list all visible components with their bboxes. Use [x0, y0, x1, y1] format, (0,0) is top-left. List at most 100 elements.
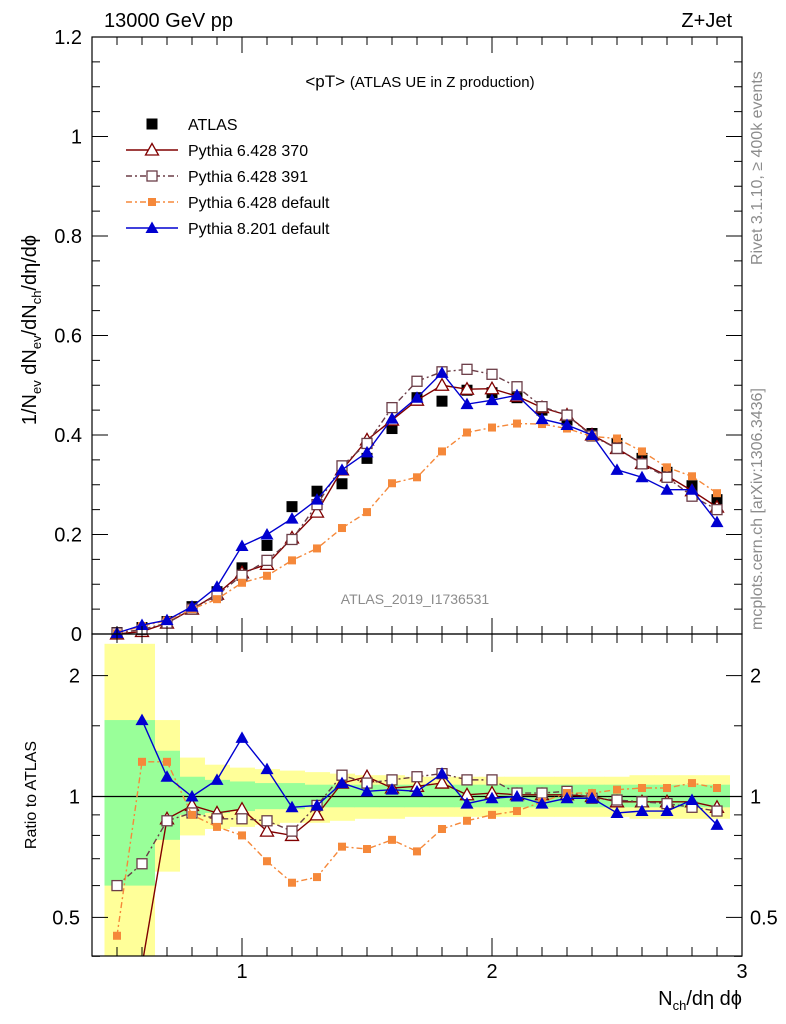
main-y-tick-label: 1 — [71, 127, 82, 149]
uncertainty-band-green — [129, 720, 155, 886]
ratio-data-point — [360, 784, 374, 797]
main-data-point — [235, 539, 249, 551]
main-data-point — [513, 419, 521, 428]
main-data-point — [463, 428, 471, 437]
ratio-panel: 0.5 0.5 1 1 2 2 1 2 3 Ratio to ATLAS Nch/dη dϕ — [23, 633, 778, 1013]
legend-marker — [144, 142, 160, 156]
ratio-data-point — [188, 810, 196, 819]
legend-item: Pythia 6.428 default — [126, 195, 330, 212]
ratio-data-point — [160, 770, 174, 782]
ratio-data-point — [438, 824, 446, 833]
main-data-point — [261, 539, 273, 551]
legend-item: Pythia 6.428 370 — [126, 142, 308, 160]
main-data-point — [261, 554, 273, 567]
ratio-data-point — [313, 873, 321, 882]
ratio-data-point — [585, 791, 599, 804]
header-right: Z+Jet — [681, 10, 732, 32]
legend-marker — [145, 221, 159, 233]
ratio-data-point — [288, 878, 296, 887]
main-data-point — [688, 472, 696, 481]
main-data-point — [288, 556, 296, 565]
ratio-data-point — [286, 825, 298, 837]
main-data-point — [360, 445, 374, 458]
main-data-point — [363, 508, 371, 517]
main-data-point — [434, 377, 450, 391]
ratio-data-point — [363, 845, 371, 854]
main-data-point — [311, 485, 323, 497]
main-data-point — [613, 434, 621, 443]
legend-marker — [146, 118, 158, 130]
ratio-data-point — [713, 783, 721, 792]
ratio-data-point — [435, 767, 449, 779]
ratio-data-point — [235, 731, 249, 743]
ratio-y-tick-label-right: 1 — [750, 787, 761, 809]
main-y-tick-label: 0.2 — [54, 525, 82, 547]
ratio-y-tick-label: 0.5 — [52, 907, 80, 929]
x-tick-label: 3 — [736, 961, 747, 983]
ratio-data-point — [510, 790, 524, 802]
ratio-data-point — [535, 797, 549, 809]
main-data-point — [459, 381, 475, 395]
ratio-data-point — [711, 805, 723, 817]
main-data-point — [663, 463, 671, 472]
main-data-point — [661, 471, 673, 483]
main-y-tick-label: 0.4 — [54, 425, 82, 447]
ratio-data-point — [463, 816, 471, 825]
ratio-data-point — [338, 842, 346, 851]
main-data-point — [313, 544, 321, 553]
ratio-data-point — [488, 810, 496, 819]
ratio-y-tick-label: 1 — [69, 787, 80, 809]
legend-label: Pythia 6.428 default — [188, 195, 330, 212]
ratio-data-point — [113, 931, 121, 940]
main-series-4 — [110, 366, 724, 639]
main-data-point — [636, 458, 648, 470]
ratio-data-point — [335, 776, 349, 789]
ratio-data-point — [638, 783, 646, 792]
ratio-data-point — [635, 804, 649, 817]
ratio-data-point — [136, 858, 148, 870]
main-data-point — [585, 428, 599, 440]
main-data-point — [460, 397, 474, 410]
main-data-point — [410, 391, 424, 403]
legend-label: Pythia 6.428 391 — [188, 169, 308, 186]
main-y-tick-label: 0.6 — [54, 326, 82, 348]
legend-label: Pythia 6.428 370 — [188, 143, 308, 160]
main-data-point — [660, 483, 674, 495]
watermark: ATLAS_2019_I1736531 — [341, 591, 490, 607]
main-y-tick-label: 0 — [71, 624, 82, 646]
rivet-label: Rivet 3.1.10, ≥ 400k events — [749, 71, 766, 265]
ratio-data-point — [513, 807, 521, 816]
main-y-axis-label: 1/Nev dNev/dNch/dη/dϕ — [19, 235, 44, 425]
legend-item: ATLAS — [146, 117, 238, 134]
main-data-point — [286, 533, 298, 546]
ratio-data-point — [259, 823, 275, 837]
ratio-data-point — [210, 773, 224, 785]
ratio-data-point — [688, 779, 696, 788]
main-data-point — [710, 515, 724, 528]
ratio-data-point — [485, 791, 499, 804]
main-data-point — [485, 393, 499, 406]
main-data-point — [388, 479, 396, 488]
main-data-point — [535, 412, 549, 425]
main-data-point — [461, 363, 473, 375]
ratio-data-point — [486, 774, 498, 786]
ratio-data-point — [611, 794, 623, 806]
plot-title: <pT> (ATLAS UE in Z production) — [305, 72, 534, 91]
main-data-point — [361, 452, 373, 464]
ratio-data-point — [710, 818, 724, 830]
main-data-point — [185, 600, 199, 612]
legend-marker — [148, 198, 156, 206]
ratio-data-point — [211, 813, 223, 825]
mcplots-label: mcplots.cern.ch [arXiv:1306.3436] — [749, 388, 766, 630]
main-data-point — [309, 504, 325, 518]
main-data-point — [488, 423, 496, 432]
main-data-point — [210, 580, 224, 592]
ratio-data-point — [185, 790, 199, 802]
ratio-series-line — [141, 719, 718, 826]
x-axis-label: Nch/dη dϕ — [658, 988, 742, 1013]
main-data-point — [711, 503, 723, 516]
main-data-point — [238, 578, 246, 587]
main-data-point — [436, 395, 448, 407]
legend-item: Pythia 8.201 default — [126, 221, 330, 238]
main-data-point — [285, 512, 299, 524]
